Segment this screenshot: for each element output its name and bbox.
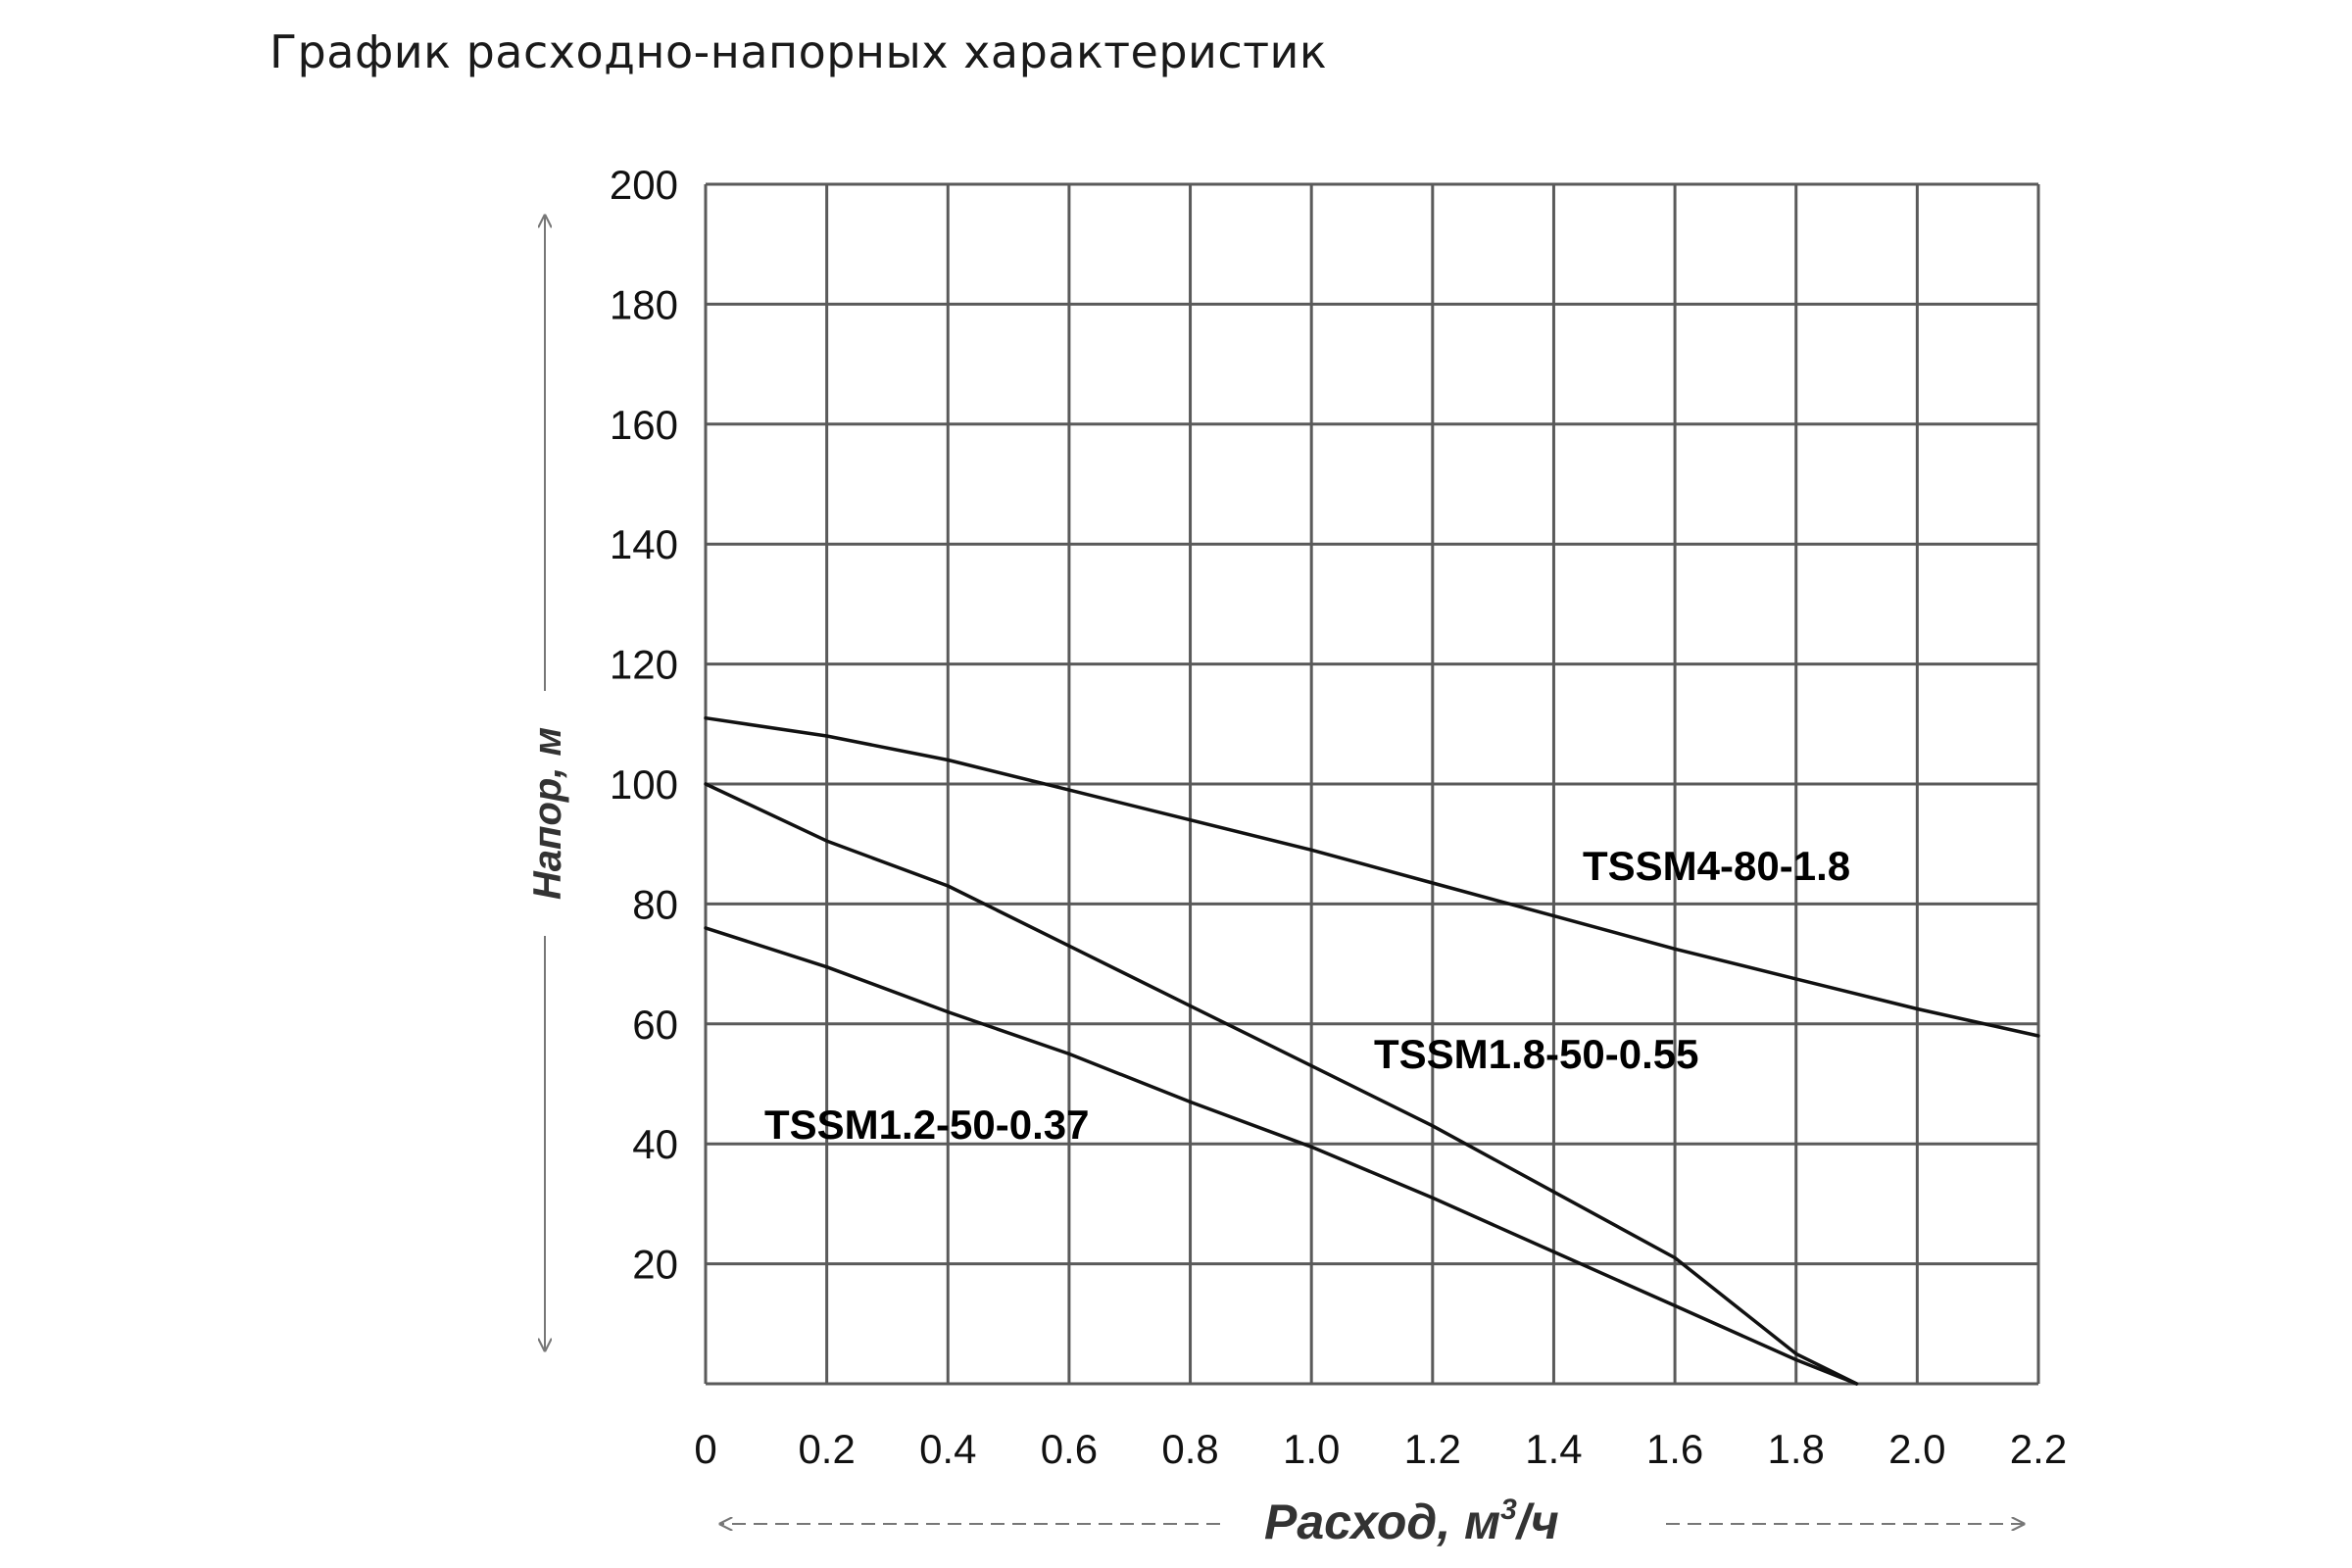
x-tick-label-7: 1.4 bbox=[1525, 1426, 1582, 1472]
y-tick-label-1: 40 bbox=[632, 1121, 678, 1167]
y-tick-label-7: 160 bbox=[610, 402, 678, 448]
y-axis-title-group: Напор, м bbox=[526, 216, 569, 1350]
series-line-0 bbox=[704, 715, 2040, 1038]
x-tick-label-3: 0.6 bbox=[1041, 1426, 1098, 1472]
x-tick-label-1: 0.2 bbox=[798, 1426, 855, 1472]
x-tick-label-6: 1.2 bbox=[1404, 1426, 1461, 1472]
series-labels: TSSM4-80-1.8 TSSM1.8-50-0.55 TSSM1.2-50-… bbox=[764, 843, 1850, 1148]
x-tick-label-11: 2.2 bbox=[2010, 1426, 2067, 1472]
x-axis-title: Расход, м3/ч bbox=[1264, 1494, 1559, 1549]
x-axis-title-tail: /ч bbox=[1515, 1494, 1559, 1549]
y-axis-title: Напор, м bbox=[526, 727, 569, 900]
x-tick-label-10: 2.0 bbox=[1888, 1426, 1945, 1472]
series-label-tssm1-2: TSSM1.2-50-0.37 bbox=[764, 1102, 1090, 1148]
x-tick-label-5: 1.0 bbox=[1283, 1426, 1340, 1472]
x-axis-title-main: Расход, м bbox=[1264, 1494, 1500, 1549]
y-tick-label-5: 120 bbox=[610, 642, 678, 688]
x-axis-title-superscript: 3 bbox=[1500, 1494, 1517, 1526]
series-line-1 bbox=[704, 782, 1859, 1386]
x-tick-label-4: 0.8 bbox=[1161, 1426, 1218, 1472]
x-tick-label-0: 0 bbox=[694, 1426, 716, 1472]
grid bbox=[704, 182, 2040, 1386]
series-label-tssm1-8: TSSM1.8-50-0.55 bbox=[1374, 1031, 1699, 1077]
y-tick-label-0: 20 bbox=[632, 1242, 678, 1288]
x-tick-label-8: 1.6 bbox=[1646, 1426, 1703, 1472]
series-label-tssm4: TSSM4-80-1.8 bbox=[1583, 843, 1850, 889]
x-axis-title-group: Расход, м3/ч bbox=[720, 1494, 2024, 1549]
page-title: График расходно-напорных характеристик bbox=[270, 25, 1328, 78]
y-tick-label-2: 60 bbox=[632, 1002, 678, 1048]
x-tick-label-2: 0.4 bbox=[919, 1426, 976, 1472]
y-tick-label-3: 80 bbox=[632, 881, 678, 927]
x-tick-label-9: 1.8 bbox=[1768, 1426, 1825, 1472]
y-tick-label-8: 180 bbox=[610, 281, 678, 327]
series-line-2 bbox=[704, 926, 1859, 1386]
axis-ticks: 0 0.2 0.4 0.6 0.8 1.0 1.2 1.4 1.6 1.8 2.0 2.2 20 40 60… bbox=[610, 162, 2067, 1472]
series-lines bbox=[704, 715, 2040, 1386]
y-tick-label-6: 140 bbox=[610, 521, 678, 567]
y-tick-label-9: 200 bbox=[610, 162, 678, 208]
y-tick-label-4: 100 bbox=[610, 761, 678, 808]
